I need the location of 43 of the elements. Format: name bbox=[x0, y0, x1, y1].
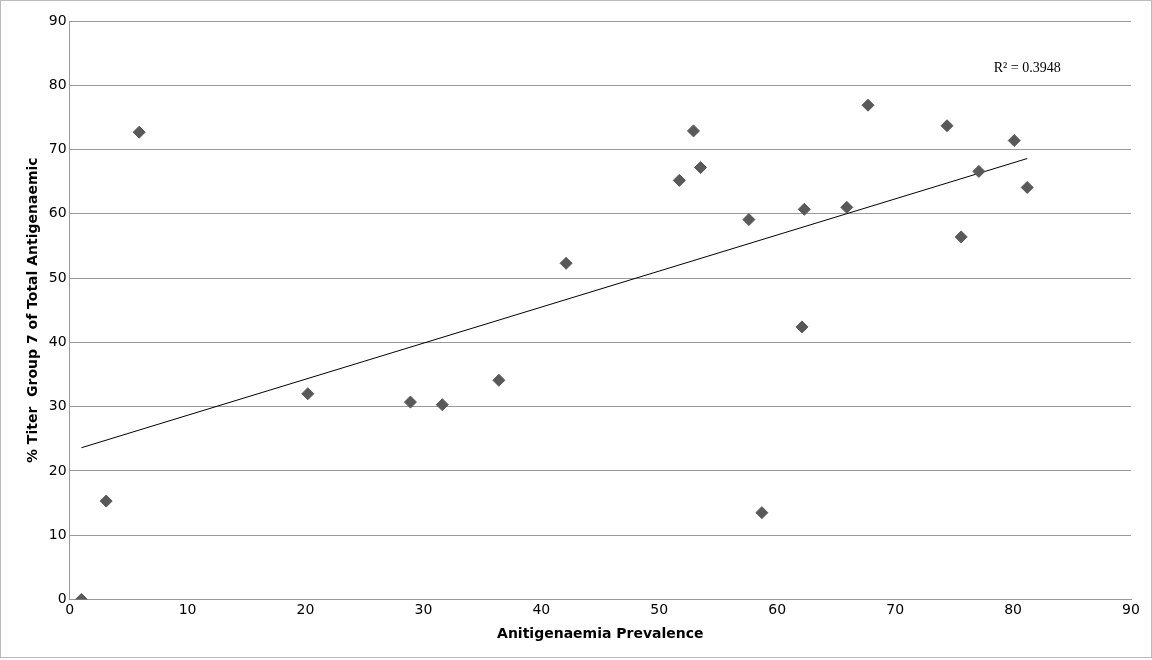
point bbox=[559, 256, 573, 270]
point bbox=[301, 387, 315, 401]
point bbox=[694, 161, 708, 175]
y-tick-label: 70 bbox=[48, 140, 67, 157]
point bbox=[742, 213, 756, 227]
y-tick-label: 60 bbox=[48, 204, 67, 221]
y-tick-label: 40 bbox=[48, 332, 67, 349]
point bbox=[132, 125, 146, 139]
point bbox=[972, 164, 986, 178]
y-tick-label: 50 bbox=[48, 268, 67, 285]
point bbox=[755, 506, 769, 520]
point bbox=[940, 119, 954, 133]
x-axis-title: Anitigenaemia Prevalence bbox=[497, 625, 704, 642]
y-tick-label: 80 bbox=[48, 75, 67, 92]
point bbox=[492, 373, 506, 387]
annotation: R² = 0.3948 bbox=[993, 60, 1061, 76]
y-axis-title: % Titer Group 7 of Total Antigenaemic bbox=[24, 157, 41, 464]
y-tick-label: 90 bbox=[48, 11, 67, 28]
x-tick-label: 60 bbox=[768, 601, 787, 618]
point bbox=[435, 398, 449, 412]
y-tick-label: 30 bbox=[48, 397, 67, 414]
point bbox=[672, 173, 686, 187]
x-tick-label: 50 bbox=[650, 601, 669, 618]
point bbox=[686, 124, 700, 138]
x-tick-label: 40 bbox=[532, 601, 551, 618]
point bbox=[861, 98, 875, 112]
point bbox=[403, 395, 417, 409]
point bbox=[797, 202, 811, 216]
point bbox=[795, 320, 809, 334]
x-tick-label: 80 bbox=[1004, 601, 1022, 618]
point bbox=[954, 230, 968, 244]
x-tick-label: 90 bbox=[1122, 601, 1140, 618]
point bbox=[1007, 134, 1021, 148]
x-tick-label: 20 bbox=[296, 601, 315, 618]
point bbox=[840, 200, 854, 214]
point bbox=[99, 494, 113, 508]
x-tick-label: 70 bbox=[886, 601, 905, 618]
y-tick-label: 0 bbox=[57, 590, 67, 607]
point bbox=[1020, 180, 1034, 194]
y-tick-label: 10 bbox=[48, 525, 67, 542]
x-tick-label: 30 bbox=[414, 601, 433, 618]
y-tick-label: 20 bbox=[48, 461, 67, 478]
x-tick-label: 10 bbox=[178, 601, 197, 618]
